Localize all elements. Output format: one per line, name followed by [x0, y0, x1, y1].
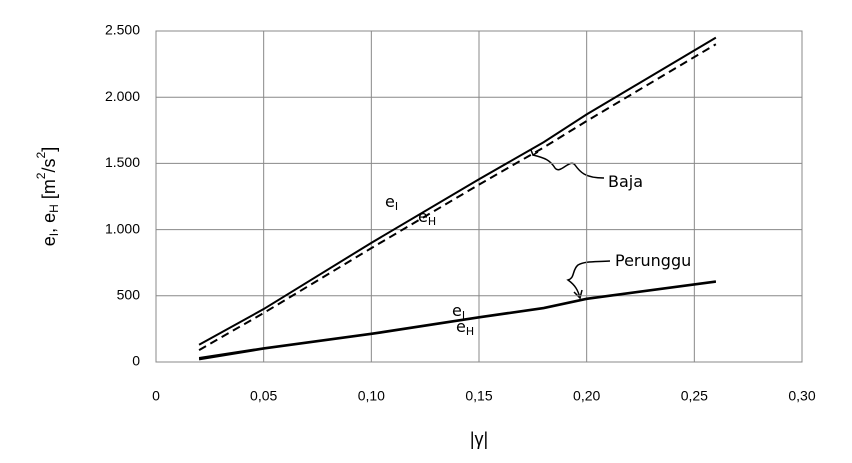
annotation-text: Perunggu	[615, 251, 691, 270]
y-axis-label-part: /s	[39, 158, 59, 172]
annotation-sub: I	[462, 309, 465, 322]
annotation: eI	[385, 192, 398, 214]
y-axis-label: eI, eH [m2/s2]	[34, 147, 61, 246]
plot-border	[155, 30, 803, 363]
x-tick-label: 0,25	[681, 388, 708, 404]
y-axis-label-part: , e	[39, 213, 59, 233]
x-tick-label: 0,20	[573, 388, 600, 404]
y-tick-label: 1.500	[105, 154, 140, 170]
leader-line	[566, 260, 611, 299]
y-axis-label-part: H	[47, 204, 61, 213]
x-tick-label: 0,15	[465, 388, 492, 404]
y-tick-label: 2.000	[105, 88, 140, 104]
leader-line	[532, 154, 605, 179]
y-axis-label-part: e	[39, 236, 59, 246]
y-tick-label: 0	[132, 353, 140, 369]
annotation: eH	[418, 207, 436, 229]
y-axis-label-part: ]	[39, 147, 59, 152]
y-tick-label: 1.000	[105, 220, 140, 236]
y-axis-label-part: I	[47, 233, 61, 236]
y-axis-label-part: 2	[34, 151, 48, 158]
arrow-head	[573, 289, 583, 300]
annotation: Baja	[608, 172, 643, 191]
x-tick-label: 0,30	[788, 388, 815, 404]
series-line	[198, 280, 716, 361]
annotation-text: e	[418, 207, 428, 226]
annotation-text: e	[456, 317, 466, 336]
y-axis-label-part: [m	[39, 179, 59, 204]
leaders	[530, 149, 611, 300]
annotation: eH	[456, 317, 474, 339]
y-tick-label: 500	[117, 287, 141, 303]
annotation-text: e	[385, 192, 395, 211]
annotation: eI	[452, 301, 465, 323]
annotation-sub: H	[428, 215, 436, 228]
annotation-sub: H	[466, 325, 474, 338]
annotation: Perunggu	[615, 251, 691, 270]
x-tick-label: 0,05	[250, 388, 277, 404]
y-tick-label: 2.500	[105, 22, 140, 38]
y-axis-label-part: 2	[34, 172, 48, 179]
arrow-head	[530, 149, 539, 157]
series-line	[198, 36, 717, 346]
annotation-text: Baja	[608, 172, 643, 191]
x-tick-label: 0,10	[358, 388, 385, 404]
series-line	[198, 43, 717, 351]
x-axis-label: |γ|	[470, 429, 488, 449]
x-tick-label: 0	[152, 388, 160, 404]
annotation-sub: I	[395, 200, 398, 213]
annotation-text: e	[452, 301, 462, 320]
